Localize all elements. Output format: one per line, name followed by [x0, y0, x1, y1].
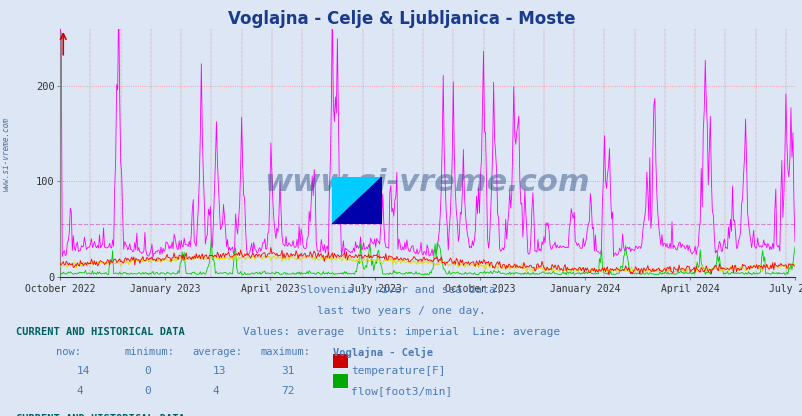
Text: 0: 0 — [144, 366, 151, 376]
Text: Voglajna - Celje: Voglajna - Celje — [333, 347, 433, 358]
Text: minimum:: minimum: — [124, 347, 174, 357]
Text: Slovenia / river and sea data.: Slovenia / river and sea data. — [300, 285, 502, 295]
Text: CURRENT AND HISTORICAL DATA: CURRENT AND HISTORICAL DATA — [16, 327, 184, 337]
Text: Values: average  Units: imperial  Line: average: Values: average Units: imperial Line: av… — [242, 327, 560, 337]
Text: www.si-vreme.com: www.si-vreme.com — [2, 117, 11, 191]
Text: average:: average: — [192, 347, 242, 357]
Text: maximum:: maximum: — [261, 347, 310, 357]
Text: 13: 13 — [213, 366, 226, 376]
Text: flow[foot3/min]: flow[foot3/min] — [350, 386, 452, 396]
Text: www.si-vreme.com: www.si-vreme.com — [265, 168, 589, 197]
Text: 4: 4 — [76, 386, 83, 396]
Text: Voglajna - Celje & Ljubljanica - Moste: Voglajna - Celje & Ljubljanica - Moste — [228, 10, 574, 28]
Text: 0: 0 — [144, 386, 151, 396]
Text: CURRENT AND HISTORICAL DATA: CURRENT AND HISTORICAL DATA — [16, 414, 184, 416]
Text: 72: 72 — [281, 386, 294, 396]
Text: 31: 31 — [281, 366, 294, 376]
Text: now:: now: — [56, 347, 81, 357]
Text: 4: 4 — [213, 386, 219, 396]
Text: 14: 14 — [76, 366, 90, 376]
Text: temperature[F]: temperature[F] — [350, 366, 445, 376]
Text: last two years / one day.: last two years / one day. — [317, 306, 485, 316]
